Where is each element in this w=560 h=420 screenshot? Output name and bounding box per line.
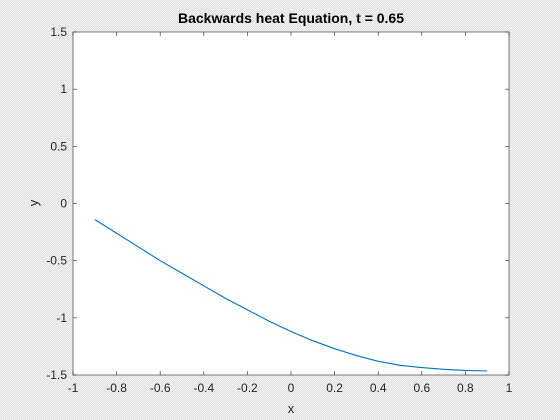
x-tick-label: 0.8 xyxy=(457,381,474,395)
series-layer xyxy=(94,219,488,372)
y-tick-label: 0.5 xyxy=(50,139,67,153)
y-axis-label: y xyxy=(26,199,41,206)
x-tick-label: 0.6 xyxy=(413,381,430,395)
y-tick-label: 1 xyxy=(60,82,67,96)
x-tick-label: -0.2 xyxy=(237,381,258,395)
y-tick-label: -0.5 xyxy=(46,254,67,268)
y-axis-ticks: -1.5 -1 -0.5 0 0.5 1 1.5 xyxy=(46,25,509,382)
x-axis-ticks: -1 -0.8 -0.6 -0.4 -0.2 0 0.2 0.4 0.6 0.8 1 xyxy=(68,32,513,395)
plot-area xyxy=(73,32,509,375)
x-tick-label: -0.6 xyxy=(150,381,171,395)
x-tick-label: 0.4 xyxy=(370,381,387,395)
x-tick-label: -0.8 xyxy=(106,381,127,395)
series-line-1 xyxy=(94,219,488,372)
x-tick-label: -1 xyxy=(68,381,79,395)
x-tick-label: -0.4 xyxy=(193,381,214,395)
chart-title: Backwards heat Equation, t = 0.65 xyxy=(178,10,404,26)
y-tick-label: -1.5 xyxy=(46,368,67,382)
y-tick-label: 1.5 xyxy=(50,25,67,39)
y-tick-label: 0 xyxy=(60,197,67,211)
y-tick-label: -1 xyxy=(56,311,67,325)
x-tick-label: 0.2 xyxy=(326,381,343,395)
x-tick-label: 0 xyxy=(288,381,295,395)
x-tick-label: 1 xyxy=(506,381,513,395)
x-axis-label: x xyxy=(288,401,295,416)
